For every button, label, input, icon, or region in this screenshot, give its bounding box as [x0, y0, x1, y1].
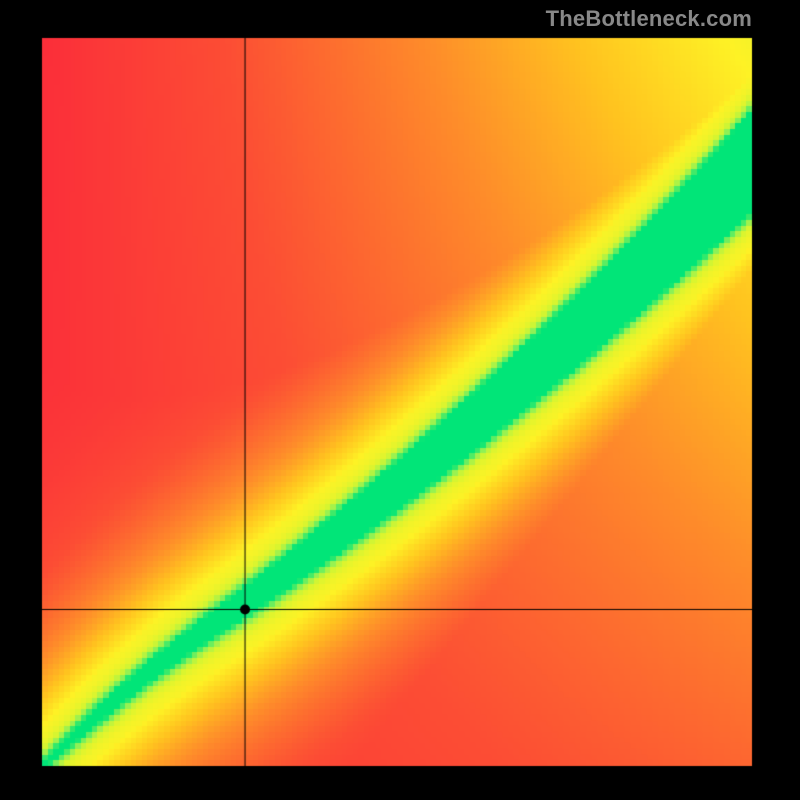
watermark-text: TheBottleneck.com	[546, 6, 752, 32]
heatmap-plot	[0, 0, 800, 800]
